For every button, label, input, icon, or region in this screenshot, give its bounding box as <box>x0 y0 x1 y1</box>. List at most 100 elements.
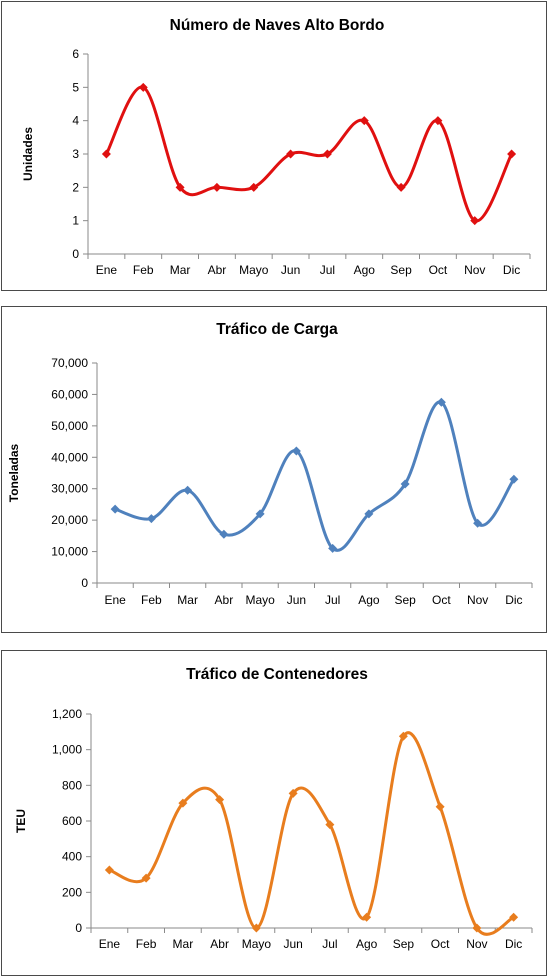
data-point <box>400 479 410 489</box>
x-tick-label: Ene <box>99 937 121 951</box>
x-tick-label: Sep <box>393 937 415 951</box>
data-point <box>255 509 265 519</box>
x-tick-label: Feb <box>141 593 162 607</box>
series-line <box>108 731 515 936</box>
data-point <box>175 182 185 192</box>
y-axis-label: Toneladas <box>7 443 21 502</box>
data-point <box>110 504 120 514</box>
x-tick-label: Dic <box>503 263 520 277</box>
y-axis-label: TEU <box>14 809 28 833</box>
y-tick-label: 1,200 <box>52 707 82 721</box>
data-point <box>509 474 519 484</box>
x-tick-label: Mayo <box>245 593 275 607</box>
data-point <box>212 182 222 192</box>
data-point <box>398 731 408 741</box>
y-tick-label: 10,000 <box>51 545 88 559</box>
series-line <box>114 400 516 552</box>
x-tick-label: Abr <box>210 937 229 951</box>
x-tick-label: Nov <box>467 593 488 607</box>
chart-naves: Número de Naves Alto Bordo Unidades 0 1 2 3 4 5… <box>21 17 531 277</box>
y-tick-label: 400 <box>62 850 82 864</box>
data-point <box>364 509 374 519</box>
data-point <box>433 116 443 126</box>
x-tick-label: Mar <box>173 937 194 951</box>
x-tick-label: Sep <box>390 263 412 277</box>
data-point <box>328 543 338 553</box>
y-tick-label: 1 <box>72 214 79 228</box>
data-point <box>325 820 335 830</box>
y-tick-label: 0 <box>75 921 82 935</box>
series-line <box>105 85 513 223</box>
y-tick-label: 3 <box>72 147 79 161</box>
x-tick-label: Jul <box>320 263 335 277</box>
y-tick-label: 20,000 <box>51 513 88 527</box>
y-tick-label: 600 <box>62 814 82 828</box>
chart-title: Tráfico de Contenedores <box>186 666 368 683</box>
x-tick-label: Oct <box>429 263 448 277</box>
data-point <box>101 149 111 159</box>
x-tick-label: Nov <box>464 263 485 277</box>
x-tick-label: Abr <box>215 593 234 607</box>
data-point <box>288 788 298 798</box>
x-tick-label: Feb <box>133 263 154 277</box>
x-tick-label: Dic <box>505 937 522 951</box>
x-tick-label: Ago <box>358 593 380 607</box>
data-point <box>362 912 372 922</box>
chart-contenedores: Tráfico de Contenedores TEU 0 200 400 600 800 1… <box>14 666 533 951</box>
x-tick-label: Ago <box>354 263 376 277</box>
y-tick-label: 50,000 <box>51 419 88 433</box>
x-tick-label: Oct <box>431 937 450 951</box>
y-axis-label: Unidades <box>21 127 35 181</box>
y-tick-label: 6 <box>72 47 79 61</box>
x-tick-label: Jul <box>322 937 337 951</box>
y-tick-label: 1,000 <box>52 743 82 757</box>
chart-panel-carga: Tráfico de Carga Toneladas 0 10,000 20,000 30… <box>1 306 547 633</box>
x-tick-label: Mar <box>177 593 198 607</box>
x-tick-label: Mar <box>170 263 191 277</box>
data-point <box>396 182 406 192</box>
x-tick-label: Jul <box>325 593 340 607</box>
chart-title: Número de Naves Alto Bordo <box>170 17 385 34</box>
x-tick-label: Jun <box>283 937 302 951</box>
x-tick-label: Jun <box>281 263 300 277</box>
x-tick-label: Sep <box>394 593 416 607</box>
y-tick-label: 40,000 <box>51 450 88 464</box>
x-tick-label: Nov <box>466 937 487 951</box>
x-tick-label: Abr <box>208 263 227 277</box>
data-point <box>322 149 332 159</box>
data-point <box>359 116 369 126</box>
chart-panel-contenedores: Tráfico de Contenedores TEU 0 200 400 600 800 1… <box>1 650 547 976</box>
data-point <box>507 149 517 159</box>
data-point <box>435 802 445 812</box>
x-tick-label: Ago <box>356 937 378 951</box>
y-tick-label: 5 <box>72 80 79 94</box>
x-tick-label: Feb <box>136 937 157 951</box>
y-tick-label: 2 <box>72 180 79 194</box>
data-point <box>104 865 114 875</box>
y-tick-label: 0 <box>81 576 88 590</box>
data-point <box>249 182 259 192</box>
data-point <box>138 82 148 92</box>
x-tick-label: Oct <box>432 593 451 607</box>
data-point <box>141 873 151 883</box>
chart-title: Tráfico de Carga <box>216 321 338 338</box>
data-point <box>219 529 229 539</box>
y-tick-label: 30,000 <box>51 482 88 496</box>
data-point <box>472 923 482 933</box>
x-tick-label: Mayo <box>239 263 269 277</box>
chart-panel-naves: Número de Naves Alto Bordo Unidades 0 1 2 3 4 5… <box>1 1 547 291</box>
x-tick-label: Dic <box>505 593 522 607</box>
data-point <box>215 795 225 805</box>
y-tick-label: 200 <box>62 885 82 899</box>
data-point <box>436 397 446 407</box>
data-point <box>509 912 519 922</box>
data-point <box>286 149 296 159</box>
x-tick-label: Ene <box>104 593 126 607</box>
y-tick-label: 60,000 <box>51 387 88 401</box>
y-tick-label: 0 <box>72 247 79 261</box>
y-tick-label: 70,000 <box>51 356 88 370</box>
data-point <box>146 514 156 524</box>
y-tick-label: 800 <box>62 778 82 792</box>
data-point <box>291 446 301 456</box>
data-point <box>251 923 261 933</box>
